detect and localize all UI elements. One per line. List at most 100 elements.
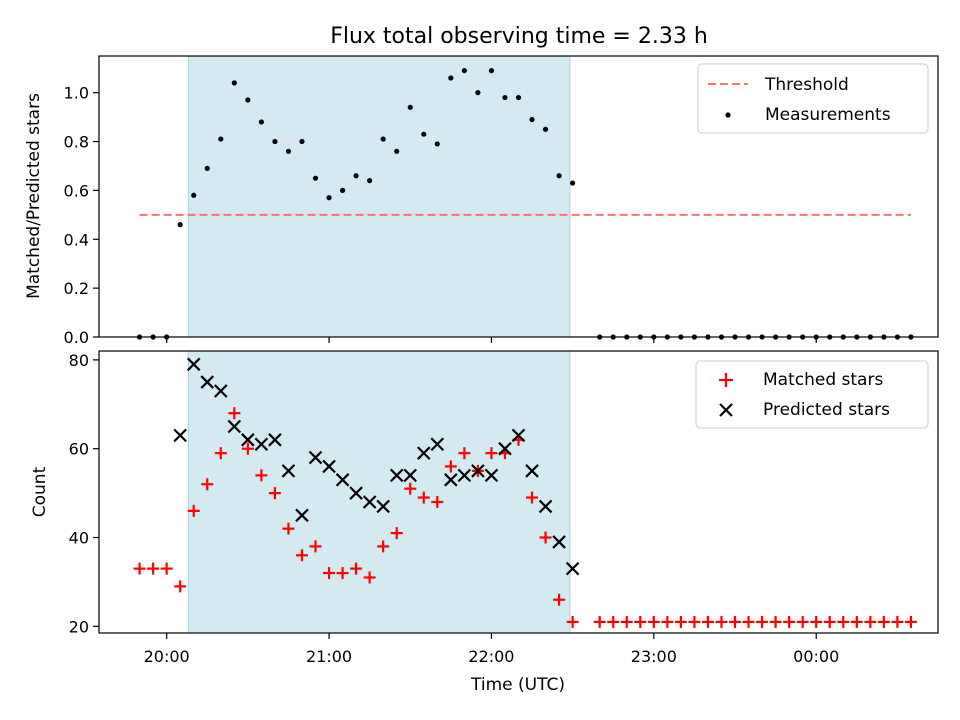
- predicted-star-point: [268, 433, 282, 447]
- y-tick-label: 0.8: [64, 133, 89, 152]
- ratio-panel-frame: [98, 55, 939, 338]
- predicted-star-point: [349, 486, 363, 500]
- predicted-star-point: [241, 433, 255, 447]
- measurement-point: [515, 94, 522, 101]
- x-tick-label: 21:00: [306, 647, 352, 666]
- matched-star-point: [823, 615, 836, 628]
- measurement-point: [367, 178, 373, 184]
- measurement-point: [502, 94, 508, 101]
- x-tick-label: 20:00: [144, 647, 190, 666]
- y-tick-label: 80: [69, 351, 89, 370]
- measurement-point: [272, 138, 278, 145]
- predicted-star-point: [471, 464, 485, 478]
- predicted-star-point: [444, 473, 458, 487]
- predicted-star-point: [416, 446, 431, 460]
- predicted-star-point: [484, 468, 499, 483]
- x-tick-label: 23:00: [631, 647, 677, 666]
- matched-star-point: [417, 491, 430, 504]
- ratio-legend-box: [697, 63, 929, 134]
- measurement-point: [299, 138, 305, 145]
- matched-legend-marker-icon: [719, 373, 733, 387]
- predicted-star-point: [552, 535, 566, 549]
- measurement-point: [285, 148, 292, 154]
- predicted-star-point: [362, 495, 377, 509]
- matched-star-point: [904, 615, 917, 628]
- measurement-point: [312, 175, 319, 181]
- predicted-star-point: [525, 464, 539, 478]
- predicted-star-point: [403, 468, 418, 483]
- predicted-star-point: [227, 419, 242, 434]
- predicted-star-point: [295, 508, 309, 523]
- count-y-axis-label: Count: [30, 466, 50, 517]
- matched-star-point: [701, 615, 714, 628]
- matched-star-point: [404, 482, 417, 495]
- matched-star-point: [444, 460, 457, 473]
- y-tick-label: 0.6: [64, 181, 89, 200]
- measurement-point: [245, 97, 251, 103]
- predicted-star-point: [565, 561, 580, 576]
- matched-star-point: [187, 504, 200, 517]
- matched-star-point: [201, 478, 214, 491]
- y-tick-label: 40: [69, 529, 89, 548]
- ratio-legend: Threshold Measurements: [697, 63, 929, 134]
- predicted-star-point: [200, 375, 215, 389]
- measurement-point: [461, 68, 467, 74]
- matched-star-point: [593, 615, 606, 628]
- predicted-star-point: [335, 473, 350, 487]
- x-axis-label: Time (UTC): [470, 675, 565, 695]
- matched-star-point: [485, 447, 498, 460]
- matched-star-point: [634, 615, 647, 628]
- matched-star-point: [674, 615, 687, 628]
- measurement-point: [231, 80, 237, 86]
- matched-star-point: [268, 487, 281, 500]
- y-tick-label: 0.2: [64, 279, 89, 298]
- predicted-star-point: [389, 468, 404, 483]
- predicted-star-point: [254, 437, 269, 452]
- count-panel-frame: [98, 350, 939, 634]
- matched-star-point: [228, 407, 241, 420]
- observing-span-highlight: [187, 350, 571, 634]
- measurement-point: [407, 104, 413, 110]
- matched-star-point: [661, 615, 674, 628]
- matched-star-point: [796, 615, 809, 628]
- matched-star-point: [715, 615, 728, 628]
- matched-star-point: [458, 447, 471, 460]
- matched-star-point: [377, 540, 390, 553]
- count-legend-box: [695, 360, 929, 429]
- chart-title: Flux total observing time = 2.33 h: [330, 24, 708, 49]
- x-tick-label: 22:00: [468, 647, 514, 666]
- matched-star-point: [877, 615, 890, 628]
- matched-star-point: [160, 562, 173, 575]
- matched-star-point: [539, 531, 552, 544]
- matched-star-point: [756, 615, 769, 628]
- measurement-point: [488, 68, 495, 74]
- matched-star-point: [363, 571, 376, 584]
- observing-span-highlight: [187, 55, 571, 338]
- count-panel: 20 40 60 80 20:00 21:00 22:00 23:00 00:00 Count…: [30, 350, 939, 695]
- y-tick-label: 60: [69, 440, 89, 459]
- predicted-star-point: [498, 441, 512, 456]
- measurement-point: [556, 173, 562, 179]
- predicted-star-point: [173, 428, 187, 443]
- matched-star-point: [850, 615, 863, 628]
- predicted-star-point: [376, 499, 390, 514]
- matched-star-point: [336, 567, 349, 580]
- measurement-point: [326, 195, 332, 201]
- matched-star-point: [526, 491, 539, 504]
- measurement-point: [421, 131, 427, 137]
- matched-star-point: [295, 549, 308, 562]
- measurement-point: [529, 116, 535, 123]
- predicted-star-point: [214, 384, 228, 398]
- measurement-point: [204, 165, 210, 171]
- matched-star-point: [864, 615, 877, 628]
- matched-star-point: [566, 615, 579, 628]
- measurement-point: [191, 192, 197, 198]
- threshold-legend-label: Threshold: [764, 75, 849, 95]
- measurements-legend-label: Measurements: [765, 105, 891, 125]
- matched-star-point: [553, 593, 566, 606]
- measurement-point: [353, 173, 359, 179]
- measurement-point: [434, 141, 440, 147]
- measurement-point: [177, 222, 183, 228]
- matched-star-point: [783, 615, 796, 628]
